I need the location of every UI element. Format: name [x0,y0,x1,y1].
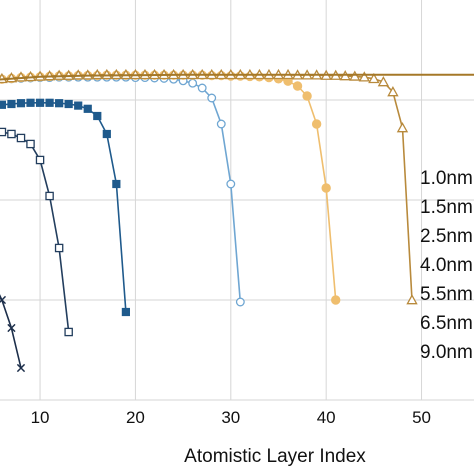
data-point [406,294,418,305]
data-point [26,139,35,149]
data-point [7,99,16,109]
data-point [16,363,26,373]
data-point [188,78,198,88]
series-9-0nm [0,73,474,81]
data-point [83,104,92,113]
series-2-5nm [0,98,130,317]
x-tick-label: 40 [317,408,336,427]
data-point [121,307,130,317]
data-point [26,98,35,107]
series-1-0nm [0,294,26,373]
series-1-5nm [0,127,73,337]
data-point [207,93,217,103]
data-point [0,127,7,137]
data-point [292,81,303,91]
legend-entry: 1.0nm [420,168,473,189]
data-point [55,99,64,108]
data-point [235,297,245,307]
data-point [7,323,16,333]
data-point [93,111,102,121]
data-point [45,98,54,107]
data-point [64,327,73,337]
data-point [54,243,64,253]
data-point [311,119,322,129]
data-point [110,68,123,80]
x-tick-labels: 10 20 30 40 50 [31,408,431,427]
data-point [349,70,361,81]
legend-entry: 5.5nm [420,284,473,305]
data-point [102,129,111,139]
data-point [64,99,73,109]
series-line [0,294,22,369]
series-line [0,76,242,303]
legend-entry: 1.5nm [420,197,473,218]
data-point [368,72,380,84]
x-tick-label: 20 [126,408,145,427]
data-point [0,100,7,109]
series-line [0,131,70,333]
x-tick-label: 50 [412,408,431,427]
data-point [216,119,226,129]
data-point [16,99,26,108]
data-point [7,129,16,139]
data-point [197,83,207,93]
data-point [396,122,409,133]
legend-entry: 2.5nm [420,226,473,247]
data-point [45,191,54,201]
series-layer [0,68,474,373]
data-point [387,86,399,97]
data-point [321,183,331,193]
x-axis-label: Atomistic Layer Index [184,446,366,467]
data-point [0,295,7,305]
data-point [112,179,121,189]
data-point [74,101,83,110]
legend: 1.0nm 1.5nm 2.5nm 4.0nm 5.5nm 6.5nm 9.0nm [420,168,473,363]
data-point [226,179,236,189]
data-point [302,91,312,101]
data-point [358,71,371,82]
data-point [377,76,390,87]
data-point [35,155,45,165]
legend-entry: 4.0nm [420,255,473,276]
grid [0,0,474,401]
data-point [331,295,341,305]
x-tick-label: 30 [221,408,240,427]
data-point [16,133,26,143]
series-line [0,73,474,81]
x-tick-label: 10 [31,408,50,427]
series-line [0,74,337,301]
legend-entry: 6.5nm [420,313,473,334]
data-point [35,98,45,107]
legend-entry: 9.0nm [420,342,473,363]
